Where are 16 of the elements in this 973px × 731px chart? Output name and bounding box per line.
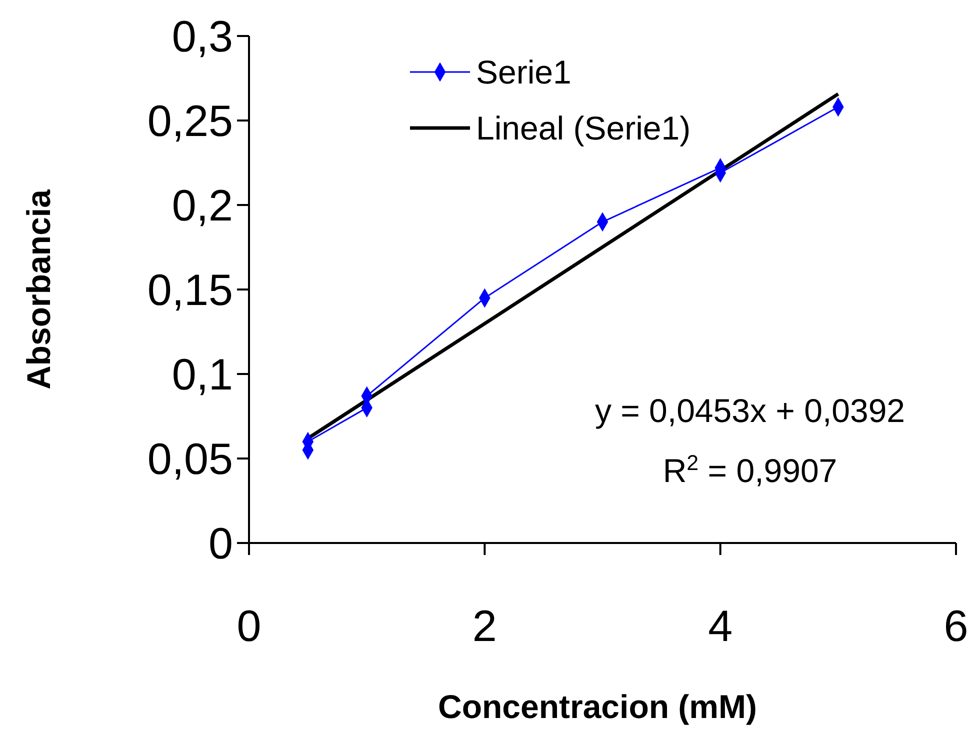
y-tick-label: 0,1 — [172, 350, 233, 400]
y-tick-label: 0,2 — [172, 181, 233, 230]
x-axis-title: Concentracion (mM) — [438, 688, 758, 725]
y-tick-label: 0,25 — [147, 96, 233, 146]
x-tick-label: 4 — [708, 602, 733, 651]
y-tick-label: 0 — [208, 519, 233, 568]
x-tick-label: 2 — [472, 602, 497, 651]
x-tick-label: 6 — [944, 602, 968, 651]
y-axis-title: Absorbancia — [20, 188, 57, 390]
y-tick-label: 0,05 — [147, 434, 233, 484]
y-tick-label: 0,3 — [172, 12, 233, 62]
legend-label: Serie1 — [476, 54, 572, 91]
annotation: R$^{2}$ = 0,9907 — [662, 451, 838, 489]
annotation: y = 0,0453x + 0,0392 — [594, 392, 906, 429]
legend-label: Lineal (Serie1) — [476, 110, 691, 147]
y-tick-label: 0,15 — [147, 266, 233, 315]
